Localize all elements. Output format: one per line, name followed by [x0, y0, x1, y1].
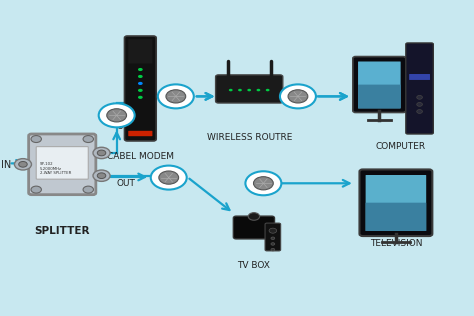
Circle shape — [247, 89, 251, 91]
Circle shape — [280, 84, 316, 108]
FancyBboxPatch shape — [125, 36, 156, 141]
Circle shape — [256, 89, 260, 91]
Circle shape — [248, 213, 260, 220]
Text: WIRELESS ROUTRE: WIRELESS ROUTRE — [207, 133, 292, 142]
Circle shape — [271, 237, 275, 240]
FancyBboxPatch shape — [28, 134, 96, 195]
FancyBboxPatch shape — [359, 169, 432, 236]
Text: TELEVISION: TELEVISION — [370, 239, 422, 247]
FancyBboxPatch shape — [353, 57, 406, 112]
Circle shape — [14, 159, 31, 170]
Circle shape — [417, 110, 422, 113]
Text: OUT: OUT — [117, 122, 136, 131]
Circle shape — [159, 171, 179, 184]
Circle shape — [151, 166, 187, 190]
FancyBboxPatch shape — [265, 223, 281, 251]
Text: CABEL MODEM: CABEL MODEM — [107, 152, 174, 161]
FancyBboxPatch shape — [36, 147, 88, 179]
FancyBboxPatch shape — [406, 43, 433, 134]
Text: SP-102
5-2000MHz
2-WAY SPLITTER: SP-102 5-2000MHz 2-WAY SPLITTER — [40, 162, 71, 175]
Text: OUT: OUT — [117, 179, 136, 187]
Circle shape — [271, 243, 275, 245]
Circle shape — [158, 84, 194, 108]
Circle shape — [83, 136, 93, 143]
Circle shape — [93, 170, 110, 181]
FancyBboxPatch shape — [216, 75, 283, 103]
Circle shape — [97, 173, 106, 179]
Circle shape — [138, 89, 143, 92]
Circle shape — [83, 186, 93, 193]
Circle shape — [93, 147, 110, 159]
FancyBboxPatch shape — [128, 131, 153, 136]
FancyBboxPatch shape — [365, 175, 426, 231]
Circle shape — [238, 89, 242, 91]
Circle shape — [18, 161, 27, 167]
Circle shape — [417, 95, 422, 99]
Text: IN: IN — [1, 160, 11, 170]
Circle shape — [31, 186, 41, 193]
Circle shape — [417, 102, 422, 106]
FancyBboxPatch shape — [365, 203, 426, 231]
FancyBboxPatch shape — [233, 216, 274, 239]
Circle shape — [254, 177, 273, 190]
Circle shape — [138, 96, 143, 99]
Circle shape — [229, 89, 233, 91]
FancyBboxPatch shape — [128, 39, 153, 64]
Circle shape — [246, 171, 282, 195]
Circle shape — [166, 90, 186, 103]
Circle shape — [266, 89, 270, 91]
Circle shape — [288, 90, 308, 103]
Circle shape — [97, 150, 106, 156]
FancyBboxPatch shape — [358, 62, 401, 108]
Circle shape — [138, 82, 143, 85]
Circle shape — [107, 109, 127, 122]
FancyBboxPatch shape — [409, 74, 430, 80]
Text: COMPUTER: COMPUTER — [375, 142, 426, 151]
FancyBboxPatch shape — [358, 85, 401, 108]
Circle shape — [99, 103, 135, 127]
Circle shape — [269, 228, 277, 233]
Circle shape — [138, 75, 143, 78]
Circle shape — [138, 68, 143, 71]
Text: SPLITTER: SPLITTER — [35, 226, 90, 236]
Circle shape — [271, 248, 275, 251]
Circle shape — [31, 136, 41, 143]
Text: TV BOX: TV BOX — [237, 261, 270, 270]
